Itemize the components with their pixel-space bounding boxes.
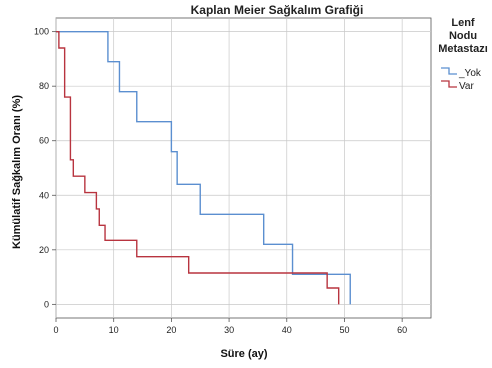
x-tick-label: 40 (282, 325, 292, 335)
y-tick-label: 20 (39, 245, 49, 255)
x-tick-label: 0 (53, 325, 58, 335)
x-tick-label: 60 (397, 325, 407, 335)
x-tick-label: 30 (224, 325, 234, 335)
x-tick-label: 20 (166, 325, 176, 335)
series-line-yok (56, 30, 351, 305)
y-tick-label: 40 (39, 190, 49, 200)
series-lines (56, 30, 351, 305)
legend-swatch-var (441, 80, 457, 88)
y-axis-label: Kümülatif Sağkalım Oranı (%) (11, 95, 23, 249)
y-tick-label: 100 (34, 27, 49, 37)
legend-title-line-3: Metastazı (438, 43, 488, 55)
series-line-var (56, 30, 340, 305)
x-axis-label: Süre (ay) (220, 348, 267, 360)
y-tick-label: 60 (39, 136, 49, 146)
chart-title: Kaplan Meier Sağkalım Grafiği (191, 3, 364, 17)
legend-title-line-2: Nodu (449, 30, 477, 42)
y-tick-label: 80 (39, 81, 49, 91)
plot-area: 0 10 20 30 40 50 60 0 20 40 60 80 100 (34, 17, 432, 335)
y-axis-ticks: 0 20 40 60 80 100 (34, 27, 56, 309)
x-tick-label: 10 (109, 325, 119, 335)
legend-title-line-1: Lenf (451, 17, 475, 29)
legend-swatch-yok (441, 67, 457, 75)
legend-label-yok: _Yok (458, 68, 482, 79)
y-tick-label: 0 (44, 299, 49, 309)
grid-lines (55, 18, 431, 318)
x-axis-ticks: 0 10 20 30 40 50 60 (53, 318, 407, 335)
legend-label-var: Var (459, 81, 474, 92)
x-tick-label: 50 (339, 325, 349, 335)
legend: Lenf Nodu Metastazı _Yok Var (438, 17, 488, 92)
